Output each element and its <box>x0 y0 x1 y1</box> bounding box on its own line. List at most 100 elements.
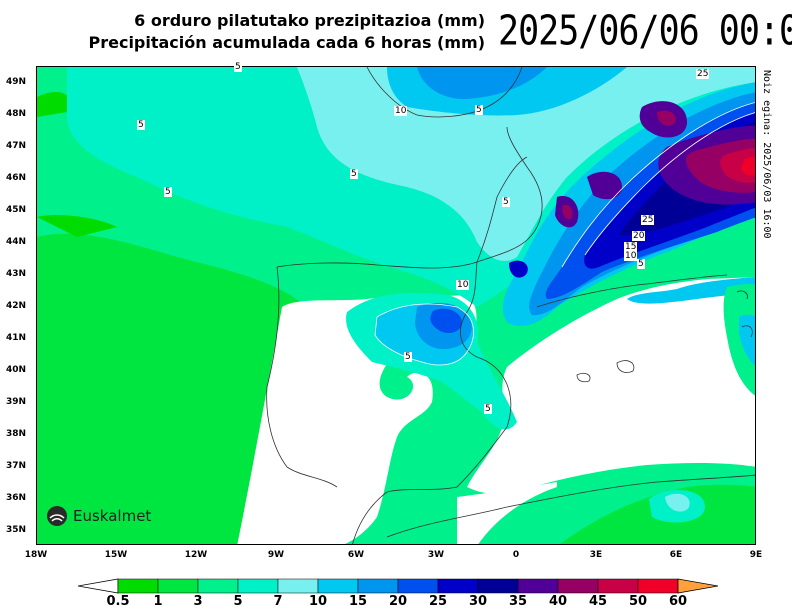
lat-label: 38N <box>6 429 27 439</box>
contour-10-iberia <box>374 303 474 366</box>
colorbar-segment <box>597 578 639 594</box>
contour-25-ne <box>584 112 755 256</box>
contour-label: 25 <box>696 69 710 79</box>
coastline-france <box>476 126 728 308</box>
lat-label: 44N <box>6 237 27 247</box>
colorbar-tick-label: 25 <box>428 594 448 609</box>
lat-label: 40N <box>6 365 27 375</box>
lat-label: 43N <box>6 269 27 279</box>
lat-label: 48N <box>6 109 27 119</box>
lat-label: 49N <box>6 77 27 87</box>
colorbar-under-arrow <box>78 578 119 594</box>
lon-label: 6E <box>669 550 683 560</box>
lon-label: 9W <box>267 550 285 560</box>
colorbar-segment <box>637 578 679 594</box>
lon-label: 0 <box>512 550 520 560</box>
contour-label: 5 <box>137 120 145 130</box>
lon-label: 3E <box>589 550 603 560</box>
run-time-label: Noiz egina: 2025/06/03 16:00 <box>760 70 774 310</box>
colorbar-tick-label: 10 <box>308 594 328 609</box>
colorbar-tick-label: 50 <box>628 594 648 609</box>
coastline-uk <box>366 67 523 118</box>
field-40mm-cell-a <box>657 110 676 126</box>
euskalmet-logo-text: Euskalmet <box>73 507 152 525</box>
contour-label: 25 <box>641 215 655 225</box>
lat-label: 45N <box>6 205 27 215</box>
map-title: 6 orduro pilatutako prezipitazioa (mm) P… <box>60 10 485 54</box>
contour-label: 5 <box>350 169 358 179</box>
contour-label: 5 <box>164 187 172 197</box>
field-0.5mm-west <box>37 92 117 237</box>
contour-label: 10 <box>624 251 638 261</box>
contour-label: 5 <box>475 105 483 115</box>
colorbar-tick-label: 1 <box>153 594 163 609</box>
precipitation-map <box>36 66 756 545</box>
colorbar-tick-label: 0.5 <box>106 594 130 609</box>
field-iberia-20mm <box>430 308 462 334</box>
colorbar-tick-label: 45 <box>588 594 608 609</box>
title-spanish: Precipitación acumulada cada 6 horas (mm… <box>88 33 485 52</box>
field-15mm-channel <box>417 67 547 100</box>
contour-label: 15 <box>624 242 638 252</box>
field-dry-iberia <box>237 295 477 544</box>
contour-label: 5 <box>637 259 645 269</box>
colorbar <box>78 578 718 594</box>
contour-label: 10 <box>394 106 408 116</box>
colorbar-segment <box>197 578 239 594</box>
lon-label: 6W <box>347 550 365 560</box>
lon-label: 12W <box>184 550 208 560</box>
colorbar-segment <box>157 578 199 594</box>
colorbar-tick-label: 35 <box>508 594 528 609</box>
coastline-islands <box>576 290 753 383</box>
lat-label: 36N <box>6 493 27 503</box>
euskalmet-logo: Euskalmet <box>46 505 151 527</box>
lat-label: 35N <box>6 525 27 535</box>
field-cell-d-core <box>562 204 573 220</box>
colorbar-segment <box>357 578 399 594</box>
run-time-text: Noiz egina: 2025/06/03 16:00 <box>761 70 772 239</box>
contour-label: 10 <box>456 280 470 290</box>
colorbar-segment <box>317 578 359 594</box>
coastline-iberia <box>266 156 528 544</box>
colorbar-tick-label: 30 <box>468 594 488 609</box>
colorbar-tick-label: 5 <box>233 594 243 609</box>
colorbar-segment <box>517 578 559 594</box>
lon-label: 3W <box>427 550 445 560</box>
colorbar-segment <box>277 578 319 594</box>
field-africa-cell-core <box>665 493 690 512</box>
lat-label: 42N <box>6 301 27 311</box>
title-basque: 6 orduro pilatutako prezipitazioa (mm) <box>134 11 485 30</box>
contour-20-ne <box>561 102 755 268</box>
valid-time: 2025/06/06 00:00 <box>498 8 792 56</box>
lon-label: 15W <box>104 550 128 560</box>
lon-label: 9E <box>749 550 763 560</box>
colorbar-tick-label: 20 <box>388 594 408 609</box>
lat-label: 37N <box>6 461 27 471</box>
field-dry-east <box>467 277 755 494</box>
colorbar-segment <box>477 578 519 594</box>
lon-label: 18W <box>24 550 48 560</box>
colorbar-segment <box>437 578 479 594</box>
colorbar-tick-label: 15 <box>348 594 368 609</box>
contour-label: 5 <box>502 197 510 207</box>
colorbar-tick-label: 3 <box>193 594 203 609</box>
contour-label: 5 <box>484 404 492 414</box>
colorbar-segment <box>237 578 279 594</box>
precipitation-field <box>37 67 755 544</box>
lat-label: 39N <box>6 397 27 407</box>
colorbar-over-arrow <box>677 578 718 594</box>
field-cell-e <box>509 260 528 278</box>
coastline-africa <box>386 474 755 538</box>
colorbar-segment <box>397 578 439 594</box>
colorbar-tick-label: 40 <box>548 594 568 609</box>
colorbar-tick-label: 60 <box>668 594 688 609</box>
colorbar-segment <box>117 578 159 594</box>
field-1mm-west <box>37 233 307 544</box>
field-med-plume <box>627 277 755 304</box>
colorbar-tick-label: 7 <box>273 594 283 609</box>
contour-label: 5 <box>404 352 412 362</box>
contour-label: 20 <box>632 231 646 241</box>
euskalmet-logo-icon <box>47 506 67 526</box>
lat-label: 41N <box>6 333 27 343</box>
field-sardinia <box>723 284 755 396</box>
